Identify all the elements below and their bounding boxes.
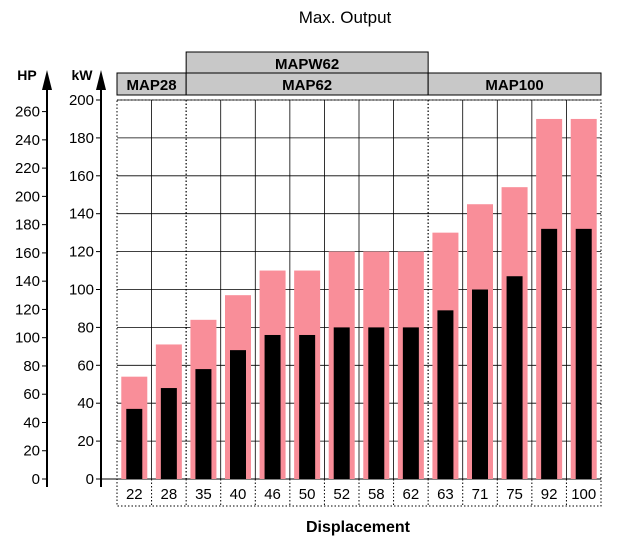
bar-series-2 <box>160 388 177 479</box>
bar-series-2 <box>541 228 558 479</box>
axis-arrow <box>96 70 106 90</box>
bar-series-2 <box>264 334 281 479</box>
category-label: 46 <box>264 486 281 503</box>
hp-tick-label: 40 <box>23 414 40 431</box>
top-group-label: MAPW62 <box>275 56 339 73</box>
category-label: 50 <box>299 486 316 503</box>
hp-tick-label: 100 <box>15 330 40 347</box>
hp-axis-unit: HP <box>17 67 36 83</box>
top-group-header: MAPW62 <box>185 51 429 74</box>
category-label: 75 <box>506 486 523 503</box>
bar-series-2 <box>333 327 350 479</box>
kw-tick-label: 0 <box>86 471 94 488</box>
bar-series-2 <box>126 408 143 479</box>
category-labels: 22 28 35 40 46 50 52 58 62 63 71 75 92 100 <box>126 486 596 503</box>
category-label: 28 <box>161 486 178 503</box>
bar-series-2 <box>402 327 419 479</box>
gridlines <box>116 99 602 507</box>
kw-tick-label: 200 <box>69 92 94 109</box>
kw-tick-label: 100 <box>69 282 94 299</box>
bar-series-2 <box>195 369 212 479</box>
kw-tick-label: 180 <box>69 130 94 147</box>
bar-series-2 <box>230 350 246 479</box>
kw-tick-label: 20 <box>77 433 94 450</box>
hp-tick-label: 200 <box>15 188 40 205</box>
hp-tick-label: 80 <box>23 358 40 375</box>
group-label: MAP100 <box>485 77 543 94</box>
kw-tick-label: 120 <box>69 244 94 261</box>
group-label: MAP28 <box>127 77 177 94</box>
category-label: 35 <box>195 486 212 503</box>
hp-tick-label: 140 <box>15 273 40 290</box>
hp-tick-label: 0 <box>32 471 40 488</box>
bars <box>121 118 597 480</box>
group-box <box>427 72 602 96</box>
hp-tick-label: 260 <box>15 104 40 121</box>
category-label: 63 <box>437 486 454 503</box>
axis-arrow <box>42 70 52 90</box>
kw-tick-label: 80 <box>77 319 94 336</box>
hp-tick-label: 120 <box>15 301 40 318</box>
hp-tick-label: 160 <box>15 245 40 262</box>
kw-tick-label: 160 <box>69 168 94 185</box>
hp-tick-label: 240 <box>15 132 40 149</box>
x-axis-label: Displacement <box>306 519 411 536</box>
kw-tick-label: 40 <box>77 395 94 412</box>
tick-labels: 0 20 40 60 80 100 120 140 160 180 200 0 20 40 60 80 100 1… <box>15 92 101 488</box>
group-label: MAP62 <box>282 77 332 94</box>
group-header-row: MAP28 MAP62 MAP100 <box>116 72 602 96</box>
category-label: 62 <box>403 486 420 503</box>
bar-series-2 <box>575 228 592 479</box>
chart-title: Max. Output <box>299 8 392 27</box>
category-label: 71 <box>472 486 489 503</box>
bar-series-2 <box>437 310 454 479</box>
plot-frame <box>116 99 602 507</box>
hp-tick-label: 220 <box>15 160 40 177</box>
category-label: 52 <box>333 486 350 503</box>
category-label: 22 <box>126 486 143 503</box>
category-label: 40 <box>230 486 247 503</box>
kw-tick-label: 140 <box>69 206 94 223</box>
axes <box>42 70 117 487</box>
category-label: 100 <box>571 486 596 503</box>
category-label: 58 <box>368 486 385 503</box>
category-label: 92 <box>541 486 558 503</box>
kw-tick-label: 60 <box>77 357 94 374</box>
bar-series-2 <box>472 289 488 479</box>
hp-tick-label: 180 <box>15 217 40 234</box>
bar-series-2 <box>368 327 385 479</box>
kw-axis-unit: kW <box>72 67 94 83</box>
hp-tick-label: 20 <box>23 443 40 460</box>
bar-series-2 <box>299 334 316 479</box>
hp-tick-label: 60 <box>23 386 40 403</box>
bar-series-2 <box>506 276 523 479</box>
